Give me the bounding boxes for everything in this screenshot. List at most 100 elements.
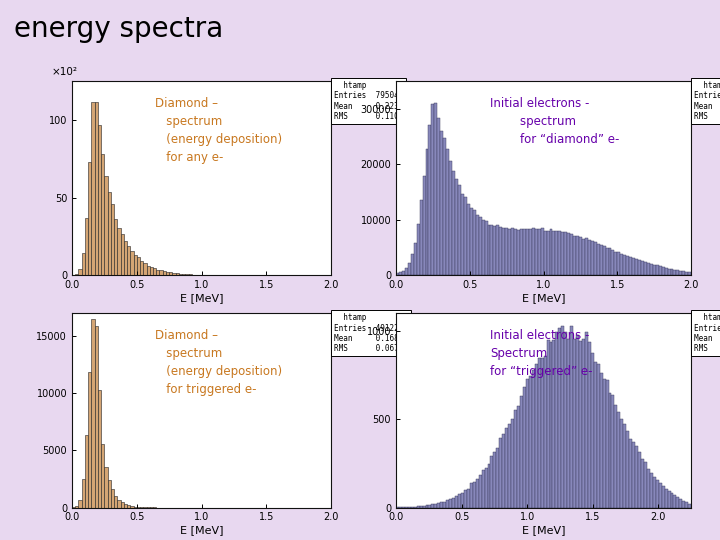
Bar — [75, 506, 78, 508]
Bar — [461, 492, 464, 508]
Bar — [417, 224, 420, 275]
Bar — [641, 459, 644, 508]
Bar — [508, 229, 511, 275]
Text: ×10²: ×10² — [51, 67, 77, 77]
Bar — [544, 231, 546, 275]
Bar — [458, 494, 461, 508]
Text: Initial electrons -
        spectrum
        for “diamond” e-: Initial electrons - spectrum for “diamon… — [490, 97, 620, 146]
Bar — [493, 452, 496, 508]
Bar — [490, 225, 493, 275]
Bar — [470, 208, 473, 275]
Bar — [562, 326, 564, 508]
Bar — [647, 469, 650, 508]
Text: htamp
Entries  48869
Mean     1.306
RMS      0.3971: htamp Entries 48869 Mean 1.306 RMS 0.397… — [694, 313, 720, 353]
Bar — [479, 217, 482, 275]
Bar — [485, 468, 487, 508]
Bar — [641, 261, 644, 275]
Bar — [455, 179, 458, 275]
Bar — [659, 266, 662, 275]
Bar — [414, 507, 417, 508]
Bar — [428, 505, 431, 508]
Bar — [137, 507, 140, 508]
Bar — [600, 373, 603, 508]
Bar — [659, 483, 662, 508]
Bar — [396, 273, 399, 275]
Bar — [626, 256, 629, 275]
Bar — [426, 505, 428, 508]
Bar — [520, 396, 523, 508]
Bar — [683, 271, 685, 275]
Bar — [680, 271, 683, 275]
Bar — [526, 229, 528, 275]
Bar — [555, 332, 558, 508]
Bar — [437, 118, 441, 275]
Bar — [449, 499, 452, 508]
Bar — [140, 261, 143, 275]
Bar — [437, 503, 441, 508]
Bar — [611, 250, 614, 275]
Bar — [411, 254, 414, 275]
Bar — [632, 258, 635, 275]
Bar — [656, 266, 659, 275]
Bar — [464, 197, 467, 275]
Bar — [670, 269, 673, 275]
Bar — [500, 438, 503, 508]
Bar — [629, 439, 632, 508]
Bar — [576, 235, 579, 275]
Bar — [670, 492, 673, 508]
Bar — [405, 268, 408, 275]
Bar — [528, 376, 532, 508]
Bar — [653, 265, 656, 275]
Bar — [585, 238, 588, 275]
Bar — [597, 244, 600, 275]
Bar — [467, 489, 470, 508]
Bar — [399, 272, 402, 275]
Bar — [108, 192, 111, 275]
Bar — [98, 390, 101, 508]
Bar — [114, 219, 117, 275]
Bar — [511, 418, 514, 508]
Bar — [662, 267, 665, 275]
Bar — [473, 482, 476, 508]
Bar — [420, 200, 423, 275]
Bar — [166, 272, 169, 275]
Bar — [667, 268, 670, 275]
Bar — [685, 502, 688, 508]
Bar — [606, 247, 608, 275]
Bar — [576, 335, 579, 508]
Bar — [487, 464, 490, 508]
Bar — [163, 271, 166, 275]
Bar — [473, 210, 476, 275]
Bar — [496, 226, 500, 275]
Bar — [688, 504, 691, 508]
Bar — [455, 496, 458, 508]
Bar — [665, 268, 667, 275]
Bar — [500, 227, 503, 275]
Bar — [603, 246, 606, 275]
Bar — [160, 270, 163, 275]
Bar — [458, 185, 461, 275]
Bar — [683, 501, 685, 508]
Bar — [591, 353, 594, 508]
Bar — [82, 253, 85, 275]
Bar — [528, 229, 532, 275]
Bar — [476, 215, 479, 275]
Bar — [582, 339, 585, 508]
Bar — [189, 274, 192, 275]
Bar — [78, 269, 82, 275]
Bar — [441, 131, 444, 275]
Bar — [111, 204, 114, 275]
Bar — [591, 241, 594, 275]
Bar — [493, 226, 496, 275]
Bar — [104, 177, 108, 275]
Bar — [514, 410, 517, 508]
Bar — [461, 194, 464, 275]
Bar — [611, 395, 614, 508]
Bar — [635, 259, 638, 275]
Bar — [408, 262, 411, 275]
X-axis label: E [MeV]: E [MeV] — [522, 293, 565, 303]
Bar — [485, 221, 487, 275]
Bar — [552, 231, 555, 275]
Bar — [606, 380, 608, 508]
Bar — [405, 507, 408, 508]
